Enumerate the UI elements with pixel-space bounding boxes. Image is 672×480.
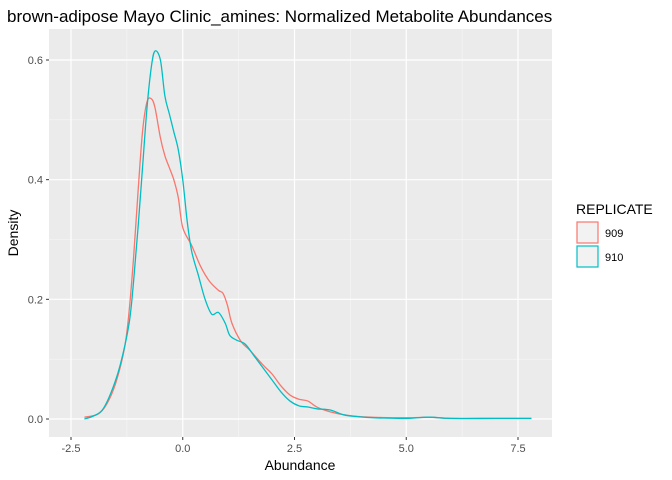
chart-title: brown-adipose Mayo Clinic_amines: Normal… bbox=[7, 7, 552, 26]
y-tick-label: 0.6 bbox=[28, 55, 43, 67]
density-curves bbox=[84, 50, 532, 420]
density-line-909 bbox=[84, 97, 532, 420]
x-axis-title: Abundance bbox=[265, 457, 336, 473]
legend-title: REPLICATE bbox=[576, 201, 653, 217]
y-axis: 0.0 0.2 0.4 0.6 bbox=[28, 55, 49, 426]
legend-key-910 bbox=[576, 245, 599, 268]
legend-key-909 bbox=[576, 221, 599, 244]
major-gridlines bbox=[49, 29, 552, 437]
x-tick-label: 5.0 bbox=[399, 443, 414, 455]
plot-panel bbox=[49, 29, 552, 437]
legend-label-910: 910 bbox=[605, 252, 623, 264]
legend: REPLICATE 909 910 bbox=[576, 201, 653, 268]
density-line-910 bbox=[84, 50, 532, 420]
y-axis-title: Density bbox=[5, 210, 21, 257]
y-tick-label: 0.0 bbox=[28, 414, 43, 426]
y-tick-label: 0.4 bbox=[28, 175, 43, 187]
x-axis: -2.5 0.0 2.5 5.0 7.5 bbox=[62, 437, 526, 455]
y-tick-label: 0.2 bbox=[28, 294, 43, 306]
minor-gridlines bbox=[49, 29, 552, 437]
x-tick-label: 7.5 bbox=[510, 443, 525, 455]
x-tick-label: 0.0 bbox=[175, 443, 190, 455]
x-tick-label: 2.5 bbox=[287, 443, 302, 455]
legend-label-909: 909 bbox=[605, 228, 623, 240]
x-tick-label: -2.5 bbox=[62, 443, 81, 455]
